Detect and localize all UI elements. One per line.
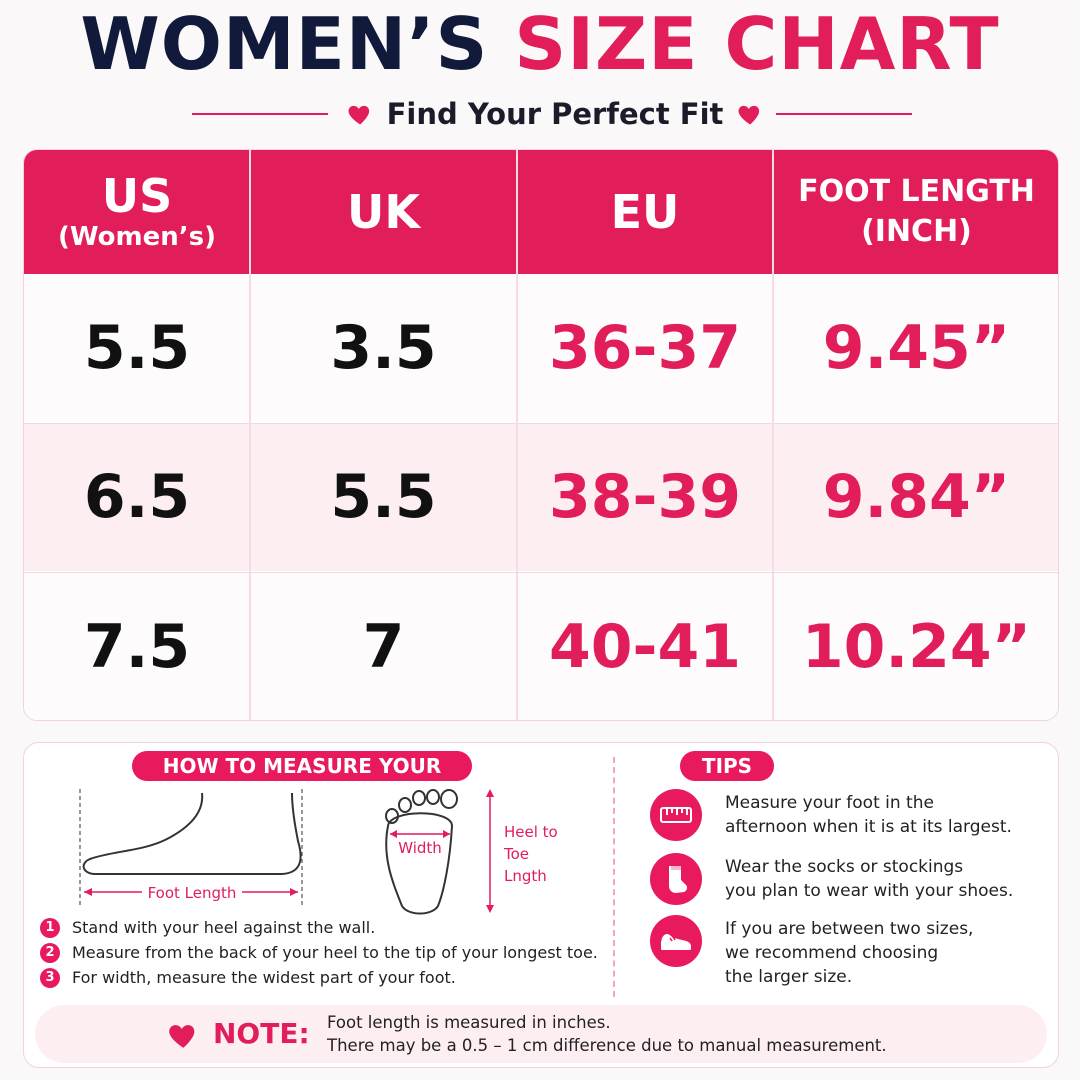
title-part-1: WOMEN’S — [80, 2, 489, 86]
header-us: US (Women’s) — [24, 150, 250, 274]
tip-text: Wear the socks or stockings you plan to … — [725, 855, 1055, 903]
divider-right — [776, 113, 912, 115]
header-foot-length: FOOT LENGTH (INCH) — [773, 150, 1058, 274]
step-number: 1 — [40, 917, 60, 938]
step-text: Stand with your heel against the wall. — [72, 918, 376, 937]
table-header: US (Women’s) UK EU FOOT LENGTH (INCH) — [24, 150, 1058, 274]
step-text: Measure from the back of your heel to th… — [72, 943, 598, 962]
step-number: 3 — [40, 967, 60, 988]
row-divider — [24, 423, 1058, 424]
step-number: 2 — [40, 942, 60, 963]
tip-item: If you are between two sizes, we recomme… — [650, 915, 1050, 987]
measure-steps: 1 Stand with your heel against the wall.… — [40, 915, 610, 990]
header-uk: UK — [250, 150, 517, 274]
page-title: WOMEN’S SIZE CHART — [0, 2, 1080, 86]
header-foot-length-label: FOOT LENGTH — [798, 174, 1035, 209]
header-uk-label: UK — [347, 185, 420, 239]
column-divider — [772, 150, 774, 720]
sock-icon — [650, 853, 702, 905]
subtitle-row: Find Your Perfect Fit — [0, 92, 1080, 136]
note-line-2: There may be a 0.5 – 1 cm difference due… — [327, 1036, 887, 1055]
cell-uk: 5.5 — [330, 462, 437, 532]
cell-us: 6.5 — [83, 462, 191, 532]
heart-icon — [738, 105, 760, 125]
top-foot-outline — [385, 789, 458, 915]
table-row: 5.5 3.5 36-37 9.45” — [24, 274, 1058, 422]
list-item: 2 Measure from the back of your heel to … — [40, 940, 610, 965]
tip-text: If you are between two sizes, we recomme… — [725, 917, 1055, 989]
tip-text: Measure your foot in the afternoon when … — [725, 791, 1055, 839]
cell-foot-length: 9.45” — [822, 313, 1011, 383]
table-row: 7.5 7 40-41 10.24” — [24, 572, 1058, 720]
tip-line: afternoon when it is at its largest. — [725, 817, 1012, 837]
cell-us: 5.5 — [83, 313, 191, 383]
heart-icon — [169, 1025, 195, 1048]
tip-line: If you are between two sizes, — [725, 919, 974, 939]
tips-heading: TIPS — [680, 751, 774, 781]
shoe-icon — [650, 915, 702, 967]
tip-line: we recommend choosing — [725, 943, 939, 963]
cell-eu: 36-37 — [549, 313, 741, 383]
divider-left — [192, 113, 328, 115]
length-label: Lngth — [504, 867, 547, 885]
tip-line: Wear the socks or stockings — [725, 857, 964, 877]
panel-divider — [613, 757, 615, 997]
tip-line: Measure your foot in the — [725, 793, 934, 813]
note-line-1: Foot length is measured in inches. — [327, 1013, 611, 1032]
row-divider — [24, 572, 1058, 573]
header-foot-length-unit: (INCH) — [861, 214, 972, 249]
column-divider — [516, 150, 518, 720]
subtitle: Find Your Perfect Fit — [386, 97, 724, 131]
info-panel: HOW TO MEASURE YOUR FOOT TIPS Foot Lengt… — [23, 742, 1059, 1068]
tip-line: the larger size. — [725, 967, 853, 987]
header-us-sublabel: (Women’s) — [58, 222, 216, 252]
tip-item: Wear the socks or stockings you plan to … — [650, 853, 1050, 909]
toe-label: Toe — [503, 845, 529, 863]
cell-foot-length: 9.84” — [822, 462, 1011, 532]
tip-line: you plan to wear with your shoes. — [725, 881, 1014, 901]
header-eu: EU — [517, 150, 773, 274]
title-part-2: SIZE CHART — [514, 2, 1000, 86]
width-label: Width — [398, 839, 442, 857]
cell-foot-length: 10.24” — [801, 612, 1032, 682]
list-item: 3 For width, measure the widest part of … — [40, 965, 610, 990]
note-label: NOTE: — [213, 1017, 310, 1050]
heart-icon — [348, 105, 370, 125]
size-table: US (Women’s) UK EU FOOT LENGTH (INCH) 5.… — [23, 149, 1059, 721]
header-eu-label: EU — [610, 185, 680, 239]
foot-length-label: Foot Length — [148, 884, 237, 902]
table-row: 6.5 5.5 38-39 9.84” — [24, 423, 1058, 571]
side-foot-outline — [82, 792, 302, 875]
list-item: 1 Stand with your heel against the wall. — [40, 915, 610, 940]
cell-eu: 38-39 — [549, 462, 741, 532]
header-us-label: US — [101, 169, 173, 223]
cell-uk: 7 — [362, 612, 405, 682]
measure-heading: HOW TO MEASURE YOUR FOOT — [132, 751, 472, 808]
note-box: NOTE: Foot length is measured in inches.… — [35, 1005, 1047, 1063]
cell-uk: 3.5 — [330, 313, 437, 383]
cell-us: 7.5 — [83, 612, 191, 682]
foot-measure-illustration: Foot Length Width Heel to Toe Lngth — [79, 789, 558, 915]
cell-eu: 40-41 — [549, 612, 741, 682]
ruler-icon — [650, 789, 702, 841]
tip-item: Measure your foot in the afternoon when … — [650, 789, 1050, 845]
heel-to-label: Heel to — [504, 823, 558, 841]
step-text: For width, measure the widest part of yo… — [72, 968, 456, 987]
column-divider — [249, 150, 251, 720]
